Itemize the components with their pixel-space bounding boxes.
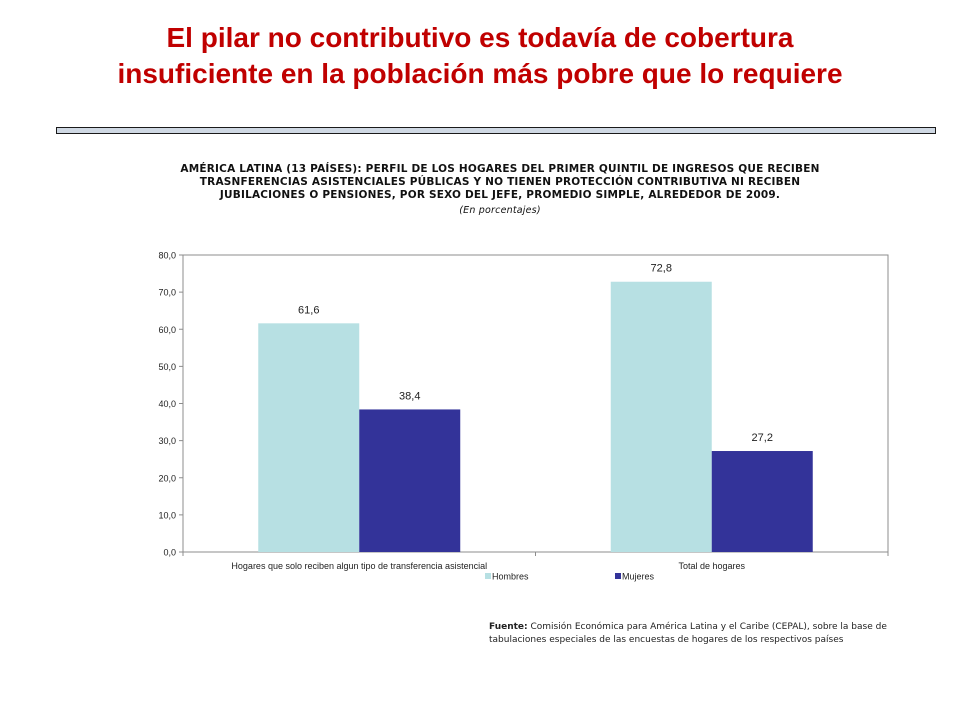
y-tick-label: 20,0 bbox=[158, 473, 176, 483]
source-label: Fuente: bbox=[489, 622, 528, 632]
bar-mujeres bbox=[359, 409, 461, 552]
bar-hombres bbox=[258, 323, 360, 552]
data-label: 38,4 bbox=[399, 390, 420, 402]
data-label: 27,2 bbox=[752, 432, 773, 444]
source-note: Fuente: Comisión Económica para América … bbox=[489, 621, 899, 647]
chart-heading: AMÉRICA LATINA (13 PAÍSES): PERFIL DE LO… bbox=[150, 163, 850, 217]
title-divider bbox=[56, 127, 936, 134]
data-label: 61,6 bbox=[298, 304, 319, 316]
y-tick-label: 80,0 bbox=[158, 251, 176, 261]
data-label: 72,8 bbox=[651, 263, 672, 275]
legend-swatch-hombres bbox=[485, 573, 491, 579]
chart-title-line-1: AMÉRICA LATINA (13 PAÍSES): PERFIL DE LO… bbox=[180, 163, 820, 175]
chart-title-line-3: JUBILACIONES O PENSIONES, POR SEXO DEL J… bbox=[219, 189, 781, 201]
y-tick-label: 0,0 bbox=[163, 548, 176, 558]
bar-mujeres bbox=[711, 451, 813, 552]
slide-title: El pilar no contributivo es todavía de c… bbox=[20, 20, 940, 92]
y-tick-label: 10,0 bbox=[158, 510, 176, 520]
y-tick-label: 60,0 bbox=[158, 325, 176, 335]
y-tick-label: 30,0 bbox=[158, 436, 176, 446]
legend-label: Mujeres bbox=[622, 572, 655, 582]
chart-subtitle: (En porcentajes) bbox=[459, 205, 541, 216]
y-tick-label: 50,0 bbox=[158, 362, 176, 372]
slide-title-line-2: insuficiente en la población más pobre q… bbox=[117, 58, 843, 89]
y-tick-label: 40,0 bbox=[158, 399, 176, 409]
x-tick-label: Hogares que solo reciben algun tipo de t… bbox=[231, 561, 487, 571]
x-tick-label: Total de hogares bbox=[678, 561, 745, 571]
legend-swatch-mujeres bbox=[615, 573, 621, 579]
bar-chart: 0,0 10,0 20,0 30,0 40,0 50,0 60,0 70,0 80,0 Hogar… bbox=[158, 251, 889, 582]
legend-label: Hombres bbox=[492, 572, 529, 582]
chart-title-line-2: TRASNFERENCIAS ASISTENCIALES PÚBLICAS Y … bbox=[199, 176, 801, 188]
y-tick-label: 70,0 bbox=[158, 288, 176, 298]
bar-hombres bbox=[610, 281, 712, 552]
source-text: Comisión Económica para América Latina y… bbox=[489, 622, 887, 645]
slide-title-line-1: El pilar no contributivo es todavía de c… bbox=[166, 22, 794, 53]
